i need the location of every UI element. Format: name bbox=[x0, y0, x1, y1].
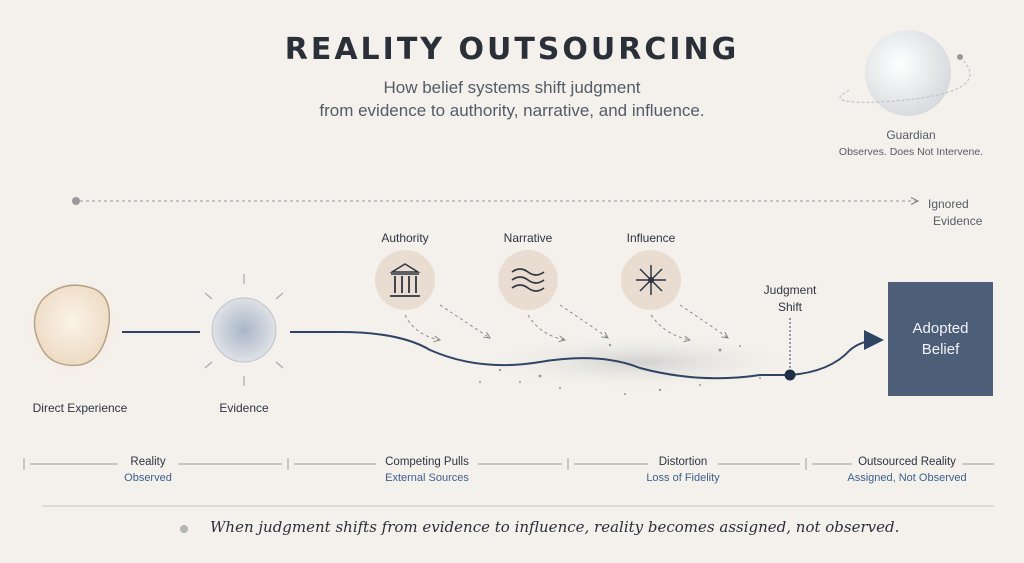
evidence-circle bbox=[204, 274, 284, 386]
ignored-evidence-line bbox=[72, 197, 918, 205]
phase-subtitle: Assigned, Not Observed bbox=[847, 472, 967, 484]
adopted-belief-box: Adopted Belief bbox=[888, 282, 993, 396]
phase-title: Outsourced Reality bbox=[858, 456, 956, 468]
pull-label-narrative: Narrative bbox=[503, 231, 553, 245]
pull-label-influence: Influence bbox=[626, 231, 676, 245]
evidence-label: Evidence bbox=[219, 401, 269, 415]
starburst-icon bbox=[621, 250, 681, 310]
guardian-description: Observes. Does Not Intervene. bbox=[838, 146, 984, 158]
main-flow-line bbox=[290, 330, 884, 380]
adopted-belief-label: Adopted Belief bbox=[912, 320, 969, 358]
summary-quote: When judgment shifts from evidence to in… bbox=[210, 518, 900, 536]
phase-subtitle: Observed bbox=[124, 472, 172, 484]
phase-subtitle: External Sources bbox=[385, 472, 469, 484]
guardian-title: Guardian bbox=[886, 128, 936, 142]
pull-label-authority: Authority bbox=[381, 231, 429, 245]
columns-icon bbox=[375, 250, 435, 310]
judgment-shift-line-1: Judgment bbox=[763, 283, 817, 297]
distortion-smudge bbox=[470, 334, 810, 390]
guardian-moon-icon bbox=[839, 30, 971, 116]
phase-title: Competing Pulls bbox=[385, 456, 469, 468]
phase-outsourced-reality: Outsourced Reality Assigned, Not Observe… bbox=[817, 456, 997, 484]
ignored-evidence-label: Ignored Evidence bbox=[928, 196, 1008, 230]
judgment-shift-line-2: Shift bbox=[777, 300, 802, 314]
direct-experience-blob bbox=[12, 267, 132, 387]
phase-subtitle: Loss of Fidelity bbox=[646, 472, 720, 484]
subtitle-line-2: from evidence to authority, narrative, a… bbox=[319, 101, 705, 120]
ignored-evidence-line-2: Evidence bbox=[933, 214, 983, 228]
pull-arrows bbox=[404, 304, 728, 340]
waves-icon bbox=[498, 250, 558, 310]
judgment-shift-label: Judgment Shift bbox=[740, 282, 840, 316]
judgment-shift-dot bbox=[784, 369, 796, 381]
subtitle-line-1: How belief systems shift judgment bbox=[383, 78, 641, 97]
phase-title: Distortion bbox=[658, 456, 708, 468]
phase-title: Reality bbox=[130, 456, 166, 468]
phase-reality: Reality Observed bbox=[58, 456, 238, 484]
phase-competing-pulls: Competing Pulls External Sources bbox=[337, 456, 517, 484]
phase-timeline bbox=[23, 458, 994, 470]
ignored-evidence-line-1: Ignored bbox=[928, 197, 969, 211]
bullet-icon bbox=[180, 525, 188, 533]
distortion-specks bbox=[479, 343, 761, 395]
phase-distortion: Distortion Loss of Fidelity bbox=[593, 456, 773, 484]
page-title: REALITY OUTSOURCING bbox=[284, 32, 740, 67]
direct-experience-label: Direct Experience bbox=[32, 401, 128, 415]
